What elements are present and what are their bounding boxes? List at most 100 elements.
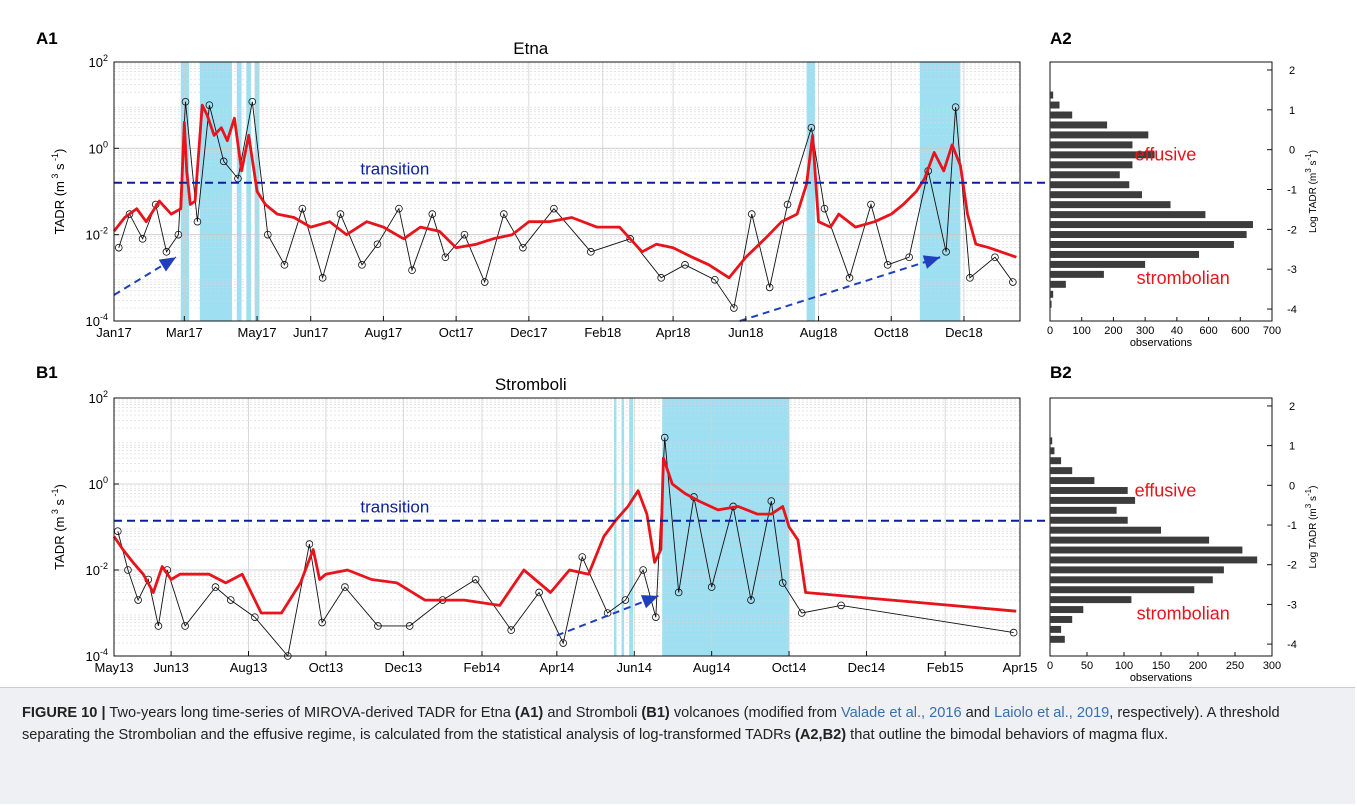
observation-point: [318, 618, 326, 627]
observation-point: [471, 575, 480, 584]
caption-text: and Stromboli: [543, 705, 642, 721]
histogram-bar: [1050, 586, 1195, 594]
observation-point: [305, 540, 314, 548]
observation-point: [441, 253, 450, 262]
histogram-bar: [1050, 161, 1133, 169]
y-tick-label: 100: [89, 139, 108, 156]
histogram-bar: [1050, 546, 1243, 554]
y-tick-label: 2: [1289, 401, 1295, 413]
x-tick-label: Aug17: [365, 325, 403, 340]
observation-point: [174, 230, 183, 239]
histogram-bar: [1050, 91, 1054, 99]
x-tick-label: 0: [1047, 325, 1053, 337]
observation-point: [707, 583, 716, 591]
histogram-bar: [1050, 506, 1117, 514]
etna-time-series-chart: transition 10-4 10-2 100 102 Jan17 Mar17 May17 J…: [50, 39, 1048, 340]
observation-point: [226, 596, 235, 604]
y-tick-label: 0: [1289, 480, 1295, 492]
observation-point: [181, 622, 189, 630]
observation-point: [248, 97, 257, 106]
observation-point: [550, 204, 558, 213]
y-tick-label: -3: [1287, 599, 1297, 611]
observation-point: [587, 248, 595, 256]
caption-ref-b1: (B1): [641, 705, 670, 721]
x-tick-label: Dec17: [510, 325, 548, 340]
citation-link[interactable]: Laiolo et al., 2019: [994, 705, 1110, 721]
observation-point: [905, 253, 913, 262]
observation-point: [951, 103, 960, 111]
observation-point: [358, 261, 366, 269]
x-tick-label: Oct14: [772, 660, 807, 675]
histogram-bar: [1050, 616, 1073, 623]
eruption-period-band: [806, 62, 815, 321]
y-tick-label: 10-4: [86, 312, 108, 329]
observation-point: [1009, 278, 1017, 286]
histogram-bar: [1050, 457, 1062, 465]
x-tick-label: Jan17: [96, 325, 131, 340]
observation-point: [124, 566, 132, 574]
y-tick-label: 10-2: [86, 226, 108, 243]
caption-label: FIGURE 10 |: [22, 705, 106, 721]
observation-point: [341, 583, 349, 591]
observation-point: [621, 596, 630, 604]
plot-area-frame: [113, 61, 1021, 322]
histogram-bar: [1050, 231, 1247, 239]
observation-series-line: [118, 101, 1014, 310]
observation-point: [318, 274, 327, 282]
eruption-period-band: [662, 398, 790, 656]
x-tick-label: May13: [94, 660, 133, 675]
histogram-bar: [1050, 101, 1060, 109]
eruption-period-band: [621, 398, 625, 656]
x-tick-label: Aug14: [693, 660, 731, 675]
panel-label-a2: A2: [1050, 29, 1072, 48]
observation-point: [942, 248, 950, 256]
histogram-bar: [1050, 181, 1130, 189]
y-axis-label: Log TADR (m3 s-1): [1304, 486, 1319, 569]
observation-point: [154, 622, 163, 630]
observation-point: [747, 210, 756, 218]
observation-point: [500, 210, 508, 218]
observation-point: [395, 204, 403, 213]
x-tick-label: Jun13: [153, 660, 188, 675]
figure-caption: FIGURE 10 | Two-years long time-series o…: [22, 702, 1333, 746]
chart-title: Stromboli: [495, 375, 567, 394]
histogram-bar: [1050, 221, 1253, 229]
observation-point: [138, 235, 147, 243]
eruption-period-band: [919, 62, 961, 321]
histogram-bar: [1050, 635, 1065, 643]
histogram-bar: [1050, 121, 1108, 129]
y-tick-label: 102: [89, 53, 108, 70]
histogram-bar: [1050, 606, 1084, 614]
eruption-period-band: [180, 62, 190, 321]
y-tick-label: -4: [1287, 304, 1297, 316]
observation-point: [559, 639, 567, 647]
citation-link[interactable]: Valade et al., 2016: [840, 705, 962, 721]
trend-arrowhead: [922, 255, 941, 269]
observation-point: [162, 248, 171, 256]
eruption-period-band: [199, 62, 233, 321]
observation-point: [747, 596, 755, 604]
observation-point: [845, 274, 854, 282]
histogram-bar: [1050, 447, 1055, 455]
trend-arrowhead: [158, 257, 176, 272]
observation-point: [336, 210, 345, 218]
trend-arrow-line: [739, 256, 941, 322]
observation-point: [507, 626, 515, 634]
caption-text: and: [961, 705, 995, 721]
x-tick-label: 600: [1231, 325, 1249, 337]
observation-point: [681, 261, 689, 269]
strombolian-label: strombolian: [1137, 268, 1230, 288]
histogram-bar: [1050, 201, 1171, 209]
histogram-bar: [1050, 141, 1133, 149]
x-tick-label: Dec18: [945, 325, 983, 340]
x-tick-label: Apr18: [656, 325, 691, 340]
caption-text: that outline the bimodal behaviors of ma…: [846, 727, 1169, 743]
y-tick-label: -3: [1287, 264, 1297, 276]
histogram-bar: [1050, 280, 1066, 288]
y-tick-label: -2: [1287, 224, 1297, 236]
histogram-bar: [1050, 496, 1136, 504]
histogram-bar: [1050, 477, 1095, 485]
chart-title: Etna: [513, 39, 549, 58]
y-axis-label: TADR (m 3 s -1): [50, 484, 67, 570]
y-tick-label: 100: [89, 475, 108, 492]
